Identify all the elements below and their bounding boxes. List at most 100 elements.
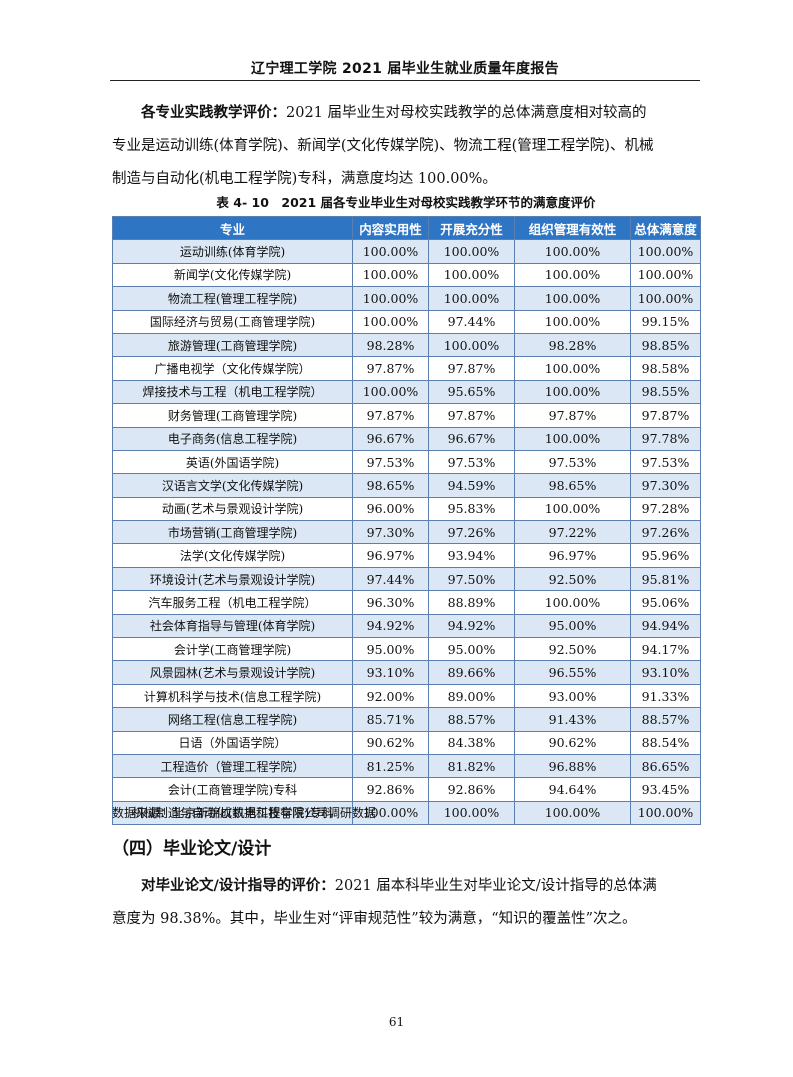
implementation-adequacy-cell: 89.00% [428, 683, 515, 709]
major-cell: 计算机科学与技术(信息工程学院) [112, 683, 353, 709]
header-implementation-adequacy: 开展充分性 [428, 215, 515, 241]
implementation-adequacy-cell: 88.57% [428, 707, 515, 732]
thesis-line-1: 对毕业论文/设计指导的评价：2021 届本科毕业生对毕业论文/设计指导的总体满 [112, 870, 700, 903]
overall-satisfaction-cell: 100.00% [630, 262, 701, 288]
content-practicality-cell: 85.71% [352, 707, 429, 732]
content-practicality-cell: 100.00% [352, 262, 429, 288]
content-practicality-cell: 98.65% [352, 473, 429, 498]
content-practicality-cell: 96.00% [352, 496, 429, 522]
implementation-adequacy-cell: 100.00% [428, 286, 515, 311]
content-practicality-cell: 97.30% [352, 520, 429, 545]
running-header: 辽宁理工学院 2021 届毕业生就业质量年度报告 [251, 61, 559, 77]
implementation-adequacy-cell: 89.66% [428, 660, 515, 685]
major-cell: 动画(艺术与景观设计学院) [112, 496, 353, 522]
major-cell: 英语(外国语学院) [112, 449, 353, 475]
overall-satisfaction-cell: 100.00% [630, 286, 701, 311]
major-cell: 财务管理(工商管理学院) [112, 403, 353, 428]
major-cell: 网络工程(信息工程学院) [112, 707, 353, 732]
table-row: 会计(工商管理学院)专科 92.86% 92.86% 94.64% 93.45% [112, 777, 701, 802]
table-row: 风景园林(艺术与景观设计学院) 93.10% 89.66% 96.55% 93.10% [112, 660, 701, 685]
implementation-adequacy-cell: 97.53% [428, 449, 515, 475]
table-row: 动画(艺术与景观设计学院) 96.00% 95.83% 100.00% 97.28% [112, 496, 701, 522]
management-effectiveness-cell: 100.00% [514, 496, 631, 522]
major-cell: 汽车服务工程（机电工程学院） [112, 590, 353, 615]
content-practicality-cell: 97.87% [352, 356, 429, 381]
table-row: 社会体育指导与管理(体育学院) 94.92% 94.92% 95.00% 94.94% [112, 613, 701, 639]
overall-satisfaction-cell: 97.87% [630, 403, 701, 428]
overall-satisfaction-cell: 94.17% [630, 637, 701, 662]
management-effectiveness-cell: 100.00% [514, 800, 631, 826]
major-cell: 电子商务(信息工程学院) [112, 426, 353, 451]
major-cell: 风景园林(艺术与景观设计学院) [112, 660, 353, 685]
major-cell: 会计学(工商管理学院) [112, 637, 353, 662]
implementation-adequacy-cell: 81.82% [428, 753, 515, 779]
table-row: 日语（外国语学院） 90.62% 84.38% 90.62% 88.54% [112, 730, 701, 755]
overall-satisfaction-cell: 93.45% [630, 777, 701, 802]
overall-satisfaction-cell: 95.06% [630, 590, 701, 615]
major-cell: 工程造价（管理工程学院） [112, 753, 353, 779]
content-practicality-cell: 100.00% [352, 286, 429, 311]
major-cell: 会计(工商管理学院)专科 [112, 777, 353, 802]
overall-satisfaction-cell: 98.58% [630, 356, 701, 381]
management-effectiveness-cell: 93.00% [514, 683, 631, 709]
content-practicality-cell: 100.00% [352, 379, 429, 405]
content-practicality-cell: 97.53% [352, 449, 429, 475]
table-row: 电子商务(信息工程学院) 96.67% 96.67% 100.00% 97.78% [112, 426, 701, 451]
content-practicality-cell: 94.92% [352, 613, 429, 639]
management-effectiveness-cell: 97.53% [514, 449, 631, 475]
management-effectiveness-cell: 100.00% [514, 426, 631, 451]
content-practicality-cell: 95.00% [352, 637, 429, 662]
management-effectiveness-cell: 97.87% [514, 403, 631, 428]
implementation-adequacy-cell: 97.50% [428, 566, 515, 592]
content-practicality-cell: 96.97% [352, 543, 429, 568]
content-practicality-cell: 98.28% [352, 332, 429, 358]
overall-satisfaction-cell: 98.85% [630, 332, 701, 358]
table-row: 运动训练(体育学院) 100.00% 100.00% 100.00% 100.00% [112, 239, 701, 264]
management-effectiveness-cell: 96.88% [514, 753, 631, 779]
major-cell: 新闻学(文化传媒学院) [112, 262, 353, 288]
major-cell: 汉语言文学(文化传媒学院) [112, 473, 353, 498]
overall-satisfaction-cell: 91.33% [630, 683, 701, 709]
content-practicality-cell: 96.67% [352, 426, 429, 451]
content-practicality-cell: 90.62% [352, 730, 429, 755]
implementation-adequacy-cell: 100.00% [428, 332, 515, 358]
data-source-note: 数据来源：北京新锦成数据科技有限公司调研数据 [112, 806, 377, 820]
management-effectiveness-cell: 92.50% [514, 637, 631, 662]
overall-satisfaction-cell: 93.10% [630, 660, 701, 685]
overall-satisfaction-cell: 94.94% [630, 613, 701, 639]
table-row: 国际经济与贸易(工商管理学院) 100.00% 97.44% 100.00% 99.15… [112, 309, 701, 334]
section-heading: （四）毕业论文/设计 [112, 839, 272, 859]
table-caption: 表 4- 10 2021 届各专业毕业生对母校实践教学环节的满意度评价 [216, 195, 596, 210]
table-row: 汽车服务工程（机电工程学院） 96.30% 88.89% 100.00% 95.06% [112, 590, 701, 615]
implementation-adequacy-cell: 97.87% [428, 356, 515, 381]
implementation-adequacy-cell: 93.94% [428, 543, 515, 568]
intro-lead: 各专业实践教学评价： [141, 105, 286, 121]
major-cell: 环境设计(艺术与景观设计学院) [112, 566, 353, 592]
overall-satisfaction-cell: 95.96% [630, 543, 701, 568]
table-row: 新闻学(文化传媒学院) 100.00% 100.00% 100.00% 100.00% [112, 262, 701, 288]
management-effectiveness-cell: 96.97% [514, 543, 631, 568]
table-row: 英语(外国语学院) 97.53% 97.53% 97.53% 97.53% [112, 449, 701, 475]
header-management-effectiveness: 组织管理有效性 [514, 215, 631, 241]
overall-satisfaction-cell: 97.53% [630, 449, 701, 475]
table-body: 运动训练(体育学院) 100.00% 100.00% 100.00% 100.00% 新闻… [112, 239, 701, 826]
implementation-adequacy-cell: 95.83% [428, 496, 515, 522]
content-practicality-cell: 100.00% [352, 309, 429, 334]
management-effectiveness-cell: 94.64% [514, 777, 631, 802]
table-row: 工程造价（管理工程学院） 81.25% 81.82% 96.88% 86.65% [112, 753, 701, 779]
content-practicality-cell: 100.00% [352, 800, 429, 826]
major-cell: 国际经济与贸易(工商管理学院) [112, 309, 353, 334]
implementation-adequacy-cell: 100.00% [428, 262, 515, 288]
intro-text-1: 2021 届毕业生对母校实践教学的总体满意度相对较高的 [286, 105, 647, 121]
overall-satisfaction-cell: 86.65% [630, 753, 701, 779]
table-row: 计算机科学与技术(信息工程学院) 92.00% 89.00% 93.00% 91.33% [112, 683, 701, 709]
overall-satisfaction-cell: 98.55% [630, 379, 701, 405]
major-cell: 法学(文化传媒学院) [112, 543, 353, 568]
content-practicality-cell: 81.25% [352, 753, 429, 779]
content-practicality-cell: 97.44% [352, 566, 429, 592]
content-practicality-cell: 92.00% [352, 683, 429, 709]
thesis-line-2: 意度为 98.38%。其中，毕业生对“评审规范性”较为满意，“知识的覆盖性”次之… [112, 911, 637, 927]
content-practicality-cell: 93.10% [352, 660, 429, 685]
content-practicality-cell: 96.30% [352, 590, 429, 615]
page-number: 61 [388, 1015, 405, 1029]
